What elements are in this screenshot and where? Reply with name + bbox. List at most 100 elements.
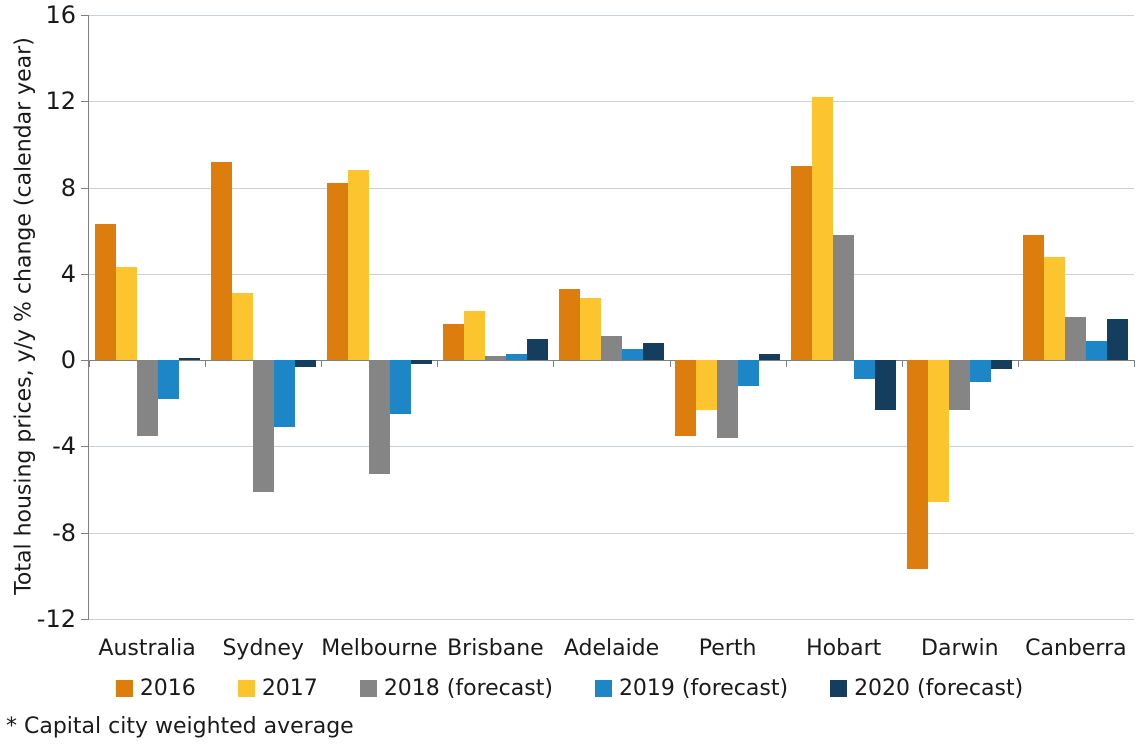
bar-2016-Sydney — [210, 161, 232, 361]
legend-item: 2018 (forecast) — [359, 675, 553, 701]
bar-2018-Brisbane — [484, 355, 506, 361]
x-axis-tick — [321, 360, 323, 368]
x-axis-tick — [901, 360, 903, 368]
bar-2019-Darwin — [970, 360, 992, 382]
bar-2019-Perth — [738, 360, 760, 386]
y-axis-tick — [81, 446, 89, 448]
x-axis-tick — [553, 360, 555, 368]
bar-2018-Sydney — [252, 360, 274, 492]
bar-2020-Hobart — [875, 360, 897, 410]
bar-2018-Darwin — [949, 360, 971, 410]
bar-2018-Melbourne — [368, 360, 390, 475]
gridline — [89, 273, 1134, 275]
gridline — [89, 532, 1134, 534]
bar-2017-Melbourne — [347, 170, 369, 361]
x-axis-tick — [785, 360, 787, 368]
y-axis-tick — [81, 619, 89, 620]
legend-label: 2018 (forecast) — [383, 675, 553, 701]
bar-2017-Hobart — [812, 97, 834, 361]
x-axis-tick — [669, 360, 671, 368]
y-axis-tick — [81, 532, 89, 534]
bar-2017-Sydney — [231, 293, 253, 361]
bar-2016-Perth — [675, 360, 697, 436]
bar-2018-Australia — [136, 360, 158, 436]
bar-2020-Melbourne — [410, 360, 432, 365]
x-axis-tick — [1134, 360, 1135, 368]
legend-swatch — [115, 679, 133, 697]
x-axis-label: Melbourne — [321, 636, 438, 661]
y-tick-label: -12 — [36, 605, 76, 633]
gridline — [89, 619, 1134, 620]
bar-2017-Perth — [696, 360, 718, 410]
bar-2019-Hobart — [854, 360, 876, 380]
bar-2016-Hobart — [791, 166, 813, 361]
x-axis-tick — [205, 360, 207, 368]
x-axis-label: Australia — [98, 636, 196, 661]
y-tick-label: 0 — [60, 346, 76, 375]
bar-2019-Canberra — [1086, 340, 1108, 361]
x-axis-label: Brisbane — [447, 636, 544, 661]
bar-2020-Adelaide — [643, 342, 664, 361]
x-axis-line — [89, 360, 1134, 362]
bar-2017-Canberra — [1044, 256, 1066, 361]
x-axis-label: Canberra — [1025, 636, 1127, 661]
legend-item: 2019 (forecast) — [594, 675, 789, 701]
legend-item: 2020 (forecast) — [830, 676, 1023, 701]
bar-2018-Perth — [717, 360, 739, 438]
x-axis-label: Darwin — [921, 636, 999, 661]
bar-2016-Darwin — [907, 360, 929, 570]
y-axis-tick — [81, 101, 89, 103]
y-axis-tick — [81, 15, 89, 16]
footnote: * Capital city weighted average — [6, 714, 354, 739]
legend-swatch — [359, 679, 377, 697]
legend-swatch — [830, 679, 848, 697]
bar-2019-Sydney — [273, 360, 295, 427]
bar-2019-Brisbane — [505, 353, 527, 361]
gridline — [89, 446, 1134, 448]
bar-2020-Darwin — [991, 360, 1013, 369]
y-axis-tick — [81, 360, 89, 362]
bar-2019-Adelaide — [622, 349, 643, 361]
bar-2020-Canberra — [1107, 319, 1129, 361]
y-tick-label: 16 — [45, 1, 76, 29]
legend-label: 2020 (forecast) — [854, 675, 1024, 701]
gridline — [89, 187, 1134, 189]
x-axis-labels: Australia Sydney Melbourne Brisbane Adelaide… — [89, 636, 1134, 666]
legend-item: 2016 — [115, 675, 196, 701]
bar-2018-Hobart — [833, 235, 855, 361]
legend-swatch — [237, 679, 255, 697]
legend-swatch — [594, 679, 612, 697]
plot-area — [81, 15, 1135, 620]
bar-2018-Adelaide — [601, 336, 622, 361]
gridline — [89, 15, 1134, 16]
legend-label: 2019 (forecast) — [618, 675, 789, 701]
bar-2016-Melbourne — [326, 183, 348, 361]
bar-2019-Australia — [157, 360, 179, 399]
x-axis-label: Sydney — [222, 636, 304, 661]
y-axis-tick — [81, 273, 89, 275]
x-axis-tick — [1017, 360, 1019, 368]
bar-2020-Perth — [759, 353, 781, 361]
bar-2020-Sydney — [294, 360, 316, 367]
bar-2017-Darwin — [928, 360, 950, 503]
bar-2017-Adelaide — [580, 297, 601, 361]
x-axis-tick — [89, 360, 90, 368]
legend-label: 2017 — [261, 675, 318, 701]
legend-item: 2017 — [237, 675, 318, 701]
legend-label: 2016 — [139, 675, 196, 701]
y-tick-label: -8 — [52, 518, 76, 547]
y-tick-labels: 16 12 8 4 0 -4 -8 -12 — [0, 3, 76, 631]
bar-2020-Brisbane — [526, 338, 548, 361]
y-tick-label: 4 — [60, 259, 76, 288]
y-axis-tick — [81, 187, 89, 189]
x-axis-label: Adelaide — [563, 636, 660, 661]
bar-2017-Brisbane — [463, 310, 485, 361]
bar-2016-Adelaide — [559, 289, 580, 361]
y-tick-label: 8 — [60, 173, 76, 202]
bar-2016-Brisbane — [442, 323, 464, 361]
x-axis-label: Perth — [698, 636, 757, 661]
bar-2016-Canberra — [1023, 235, 1045, 361]
bar-2018-Canberra — [1065, 317, 1087, 361]
bar-2019-Melbourne — [389, 360, 411, 414]
